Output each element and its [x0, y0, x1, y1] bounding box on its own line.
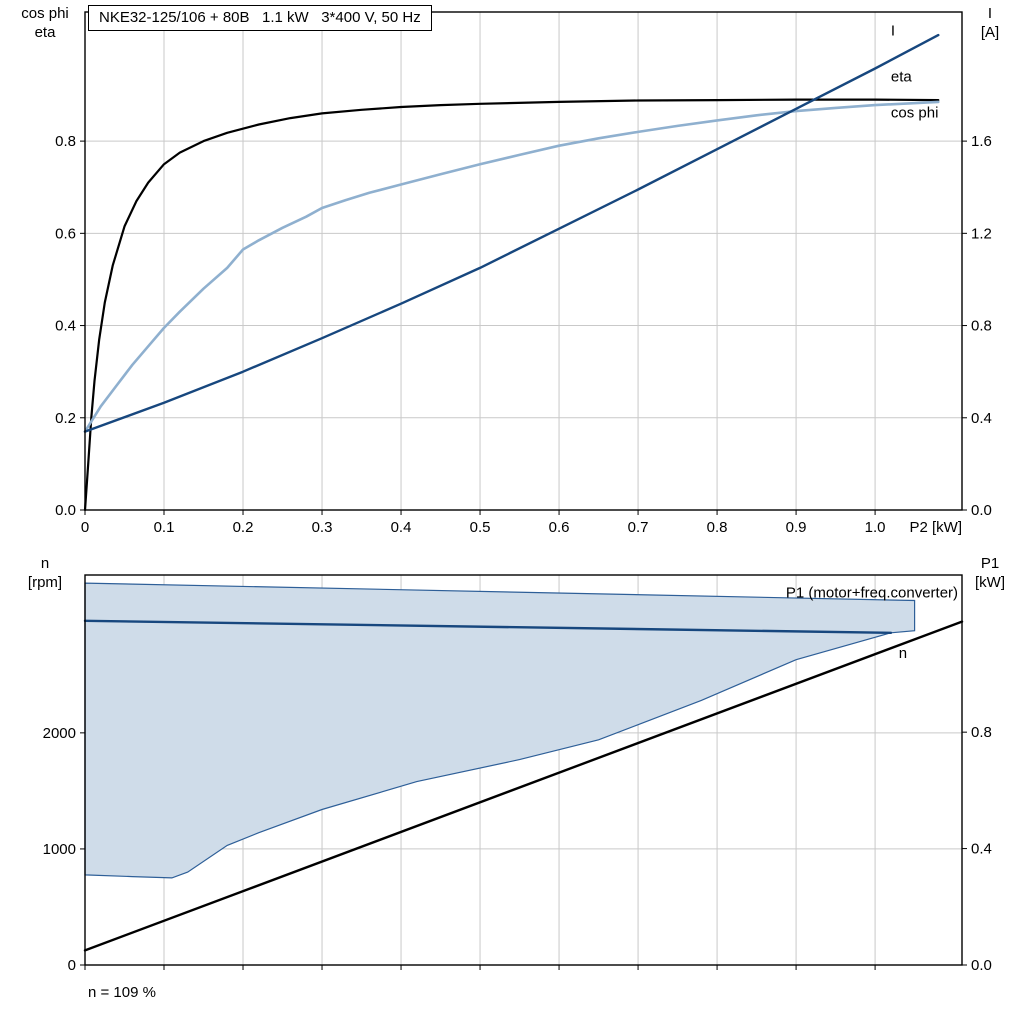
right-tick-label: 0.4 — [971, 841, 992, 858]
gridlines — [85, 12, 962, 510]
left-tick-label: 1000 — [43, 841, 76, 858]
right-axis-header: [kW] — [975, 574, 1005, 591]
axis-ticks: 0.0 0.2 0.4 0.6 0.8 0.0 0.4 0.8 1.2 1.6 0 0.1 0.2 0.3… — [55, 133, 992, 536]
left-tick-label: 0.0 — [55, 502, 76, 519]
x-tick-label: 0.2 — [233, 519, 254, 536]
series-p1-input-power — [83, 620, 964, 952]
series-speed-range-envelope — [84, 582, 916, 879]
top-chart: 0.0 0.2 0.4 0.6 0.8 0.0 0.4 0.8 1.2 1.6 0 0.1 0.2 0.3… — [21, 5, 999, 536]
series-eta — [83, 98, 940, 512]
label-p1-input-power: P1 (motor+freq.converter) — [786, 584, 958, 601]
left-axis-header: [rpm] — [28, 574, 62, 591]
left-axis-header: eta — [35, 24, 57, 41]
chart-title-box: NKE32-125/106 + 80B 1.1 kW 3*400 V, 50 H… — [88, 5, 432, 31]
plot-frame — [84, 574, 963, 966]
right-tick-label: 0.8 — [971, 724, 992, 741]
right-axis-header: [A] — [981, 24, 999, 41]
left-axis-header: cos phi — [21, 5, 69, 22]
right-tick-label: 1.2 — [971, 225, 992, 242]
x-tick-label: 0.8 — [707, 519, 728, 536]
right-axis-header: P1 — [981, 555, 999, 572]
x-tick-label: 0.9 — [786, 519, 807, 536]
x-tick-label: 0 — [81, 519, 89, 536]
left-tick-label: 0.6 — [55, 225, 76, 242]
right-tick-label: 0.0 — [971, 957, 992, 974]
right-tick-label: 1.6 — [971, 133, 992, 150]
label-cos-phi: cos phi — [891, 105, 939, 122]
x-tick-label: 0.6 — [549, 519, 570, 536]
left-tick-label: 0.2 — [55, 410, 76, 427]
x-tick-label: 0.3 — [312, 519, 333, 536]
series-current — [83, 33, 940, 433]
bottom-chart: 0 1000 2000 0.0 0.4 0.8 n [rpm] P1 [kW] P1 (motor+… — [28, 555, 1005, 974]
axis-ticks: 0 1000 2000 0.0 0.4 0.8 — [43, 724, 992, 974]
x-tick-label: 0.7 — [628, 519, 649, 536]
right-tick-label: 0.4 — [971, 410, 992, 427]
x-tick-label: 0.1 — [154, 519, 175, 536]
plot-frame — [84, 11, 963, 511]
label-current: I — [891, 22, 895, 39]
speed-caption: n = 109 % — [88, 984, 156, 1001]
x-tick-label: 1.0 — [865, 519, 886, 536]
x-axis-label: P2 [kW] — [909, 519, 962, 536]
x-tick-label: 0.5 — [470, 519, 491, 536]
series-cos-phi — [83, 100, 940, 433]
left-axis-header: n — [41, 555, 49, 572]
left-tick-label: 0 — [68, 957, 76, 974]
right-tick-label: 0.8 — [971, 318, 992, 335]
right-tick-label: 0.0 — [971, 502, 992, 519]
series-speed — [83, 619, 893, 635]
right-axis-header: I — [988, 5, 992, 22]
x-tick-label: 0.4 — [391, 519, 412, 536]
label-eta: eta — [891, 69, 913, 86]
left-tick-label: 2000 — [43, 725, 76, 742]
left-tick-label: 0.4 — [55, 318, 76, 335]
label-speed: n — [899, 645, 907, 662]
left-tick-label: 0.8 — [55, 133, 76, 150]
